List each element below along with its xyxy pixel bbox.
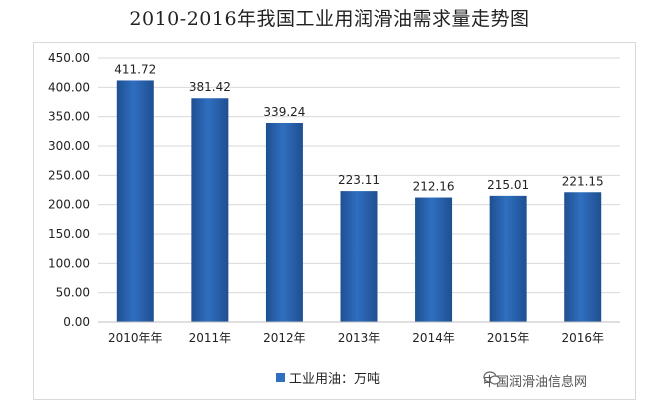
y-tick-label: 300.00 <box>48 139 90 153</box>
data-label: 212.16 <box>413 180 455 194</box>
data-label: 215.01 <box>487 178 529 192</box>
y-tick-label: 0.00 <box>63 315 90 329</box>
y-tick-label: 200.00 <box>48 198 90 212</box>
y-tick-label: 450.00 <box>48 51 90 65</box>
bar <box>265 122 303 322</box>
bar <box>116 80 154 322</box>
y-tick-label: 150.00 <box>48 227 90 241</box>
chart-frame <box>33 42 636 400</box>
data-label: 339.24 <box>263 105 305 119</box>
bar <box>564 192 602 322</box>
data-label: 411.72 <box>114 62 156 76</box>
bar <box>340 191 378 322</box>
legend: 工业用油：万吨 <box>276 368 380 387</box>
watermark: 中国润滑油信息网 <box>483 371 587 390</box>
x-tick-label: 2014年 <box>412 331 455 345</box>
wechat-icon <box>483 371 501 385</box>
legend-swatch <box>276 373 285 382</box>
x-tick-label: 2010年年 <box>108 331 163 345</box>
x-tick-label: 2013年 <box>338 331 381 345</box>
x-tick-label: 2015年 <box>487 331 530 345</box>
x-tick-label: 2011年 <box>189 331 232 345</box>
bar <box>489 195 527 322</box>
chart-title: 2010-2016年我国工业用润滑油需求量走势图 <box>129 8 530 30</box>
x-tick-label: 2016年 <box>561 331 604 345</box>
data-label: 221.15 <box>562 174 604 188</box>
data-label: 223.11 <box>338 173 380 187</box>
y-tick-label: 100.00 <box>48 256 90 270</box>
watermark-text: 中国润滑油信息网 <box>483 375 588 390</box>
x-tick-label: 2012年 <box>263 331 306 345</box>
y-tick-label: 250.00 <box>48 168 90 182</box>
bar <box>415 197 453 322</box>
legend-label: 工业用油：万吨 <box>289 372 381 387</box>
bar <box>191 98 229 322</box>
y-tick-label: 350.00 <box>48 110 90 124</box>
data-label: 381.42 <box>189 80 231 94</box>
y-tick-label: 50.00 <box>56 286 90 300</box>
y-tick-label: 400.00 <box>48 80 90 94</box>
